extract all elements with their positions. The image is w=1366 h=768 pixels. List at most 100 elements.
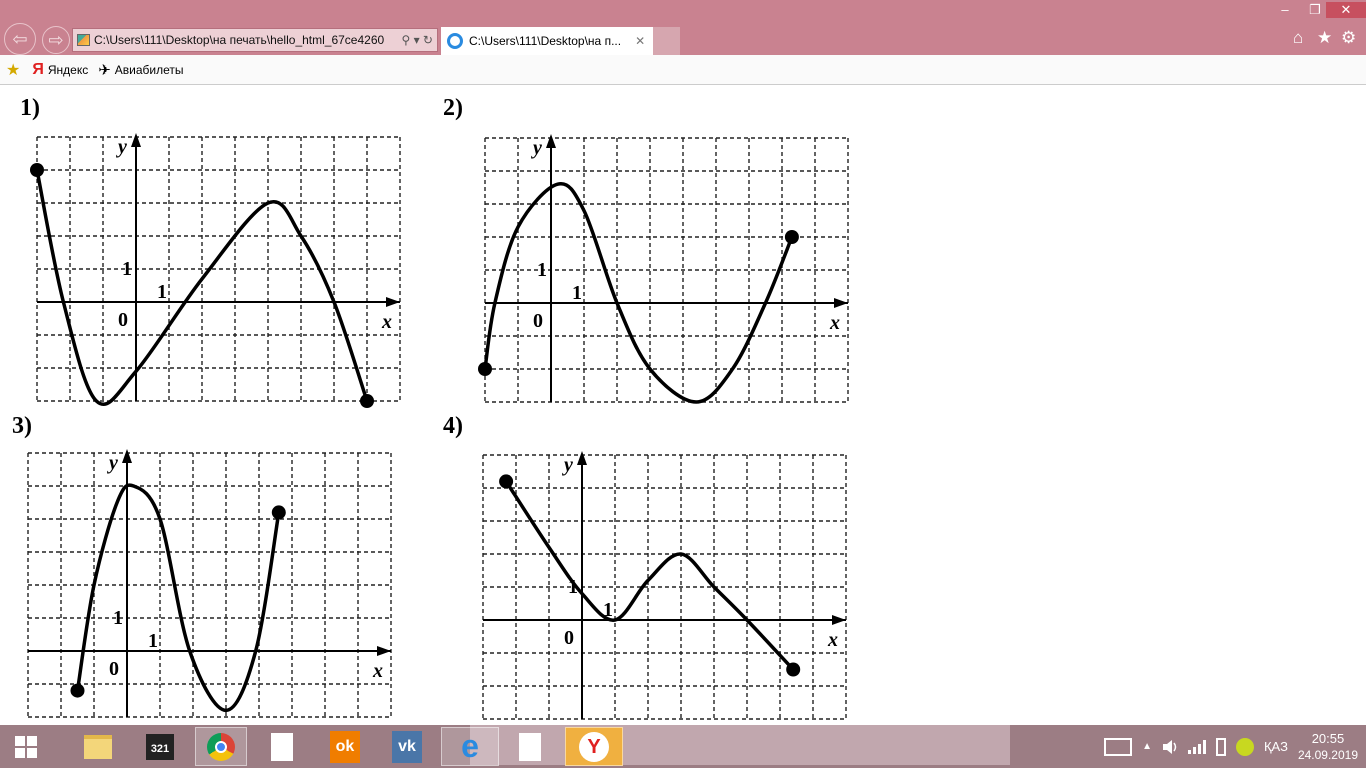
restore-button[interactable]: ❐ bbox=[1309, 2, 1321, 17]
image-file-icon bbox=[77, 34, 90, 46]
origin-label: 0 bbox=[118, 309, 128, 331]
language-indicator[interactable]: ҚАЗ bbox=[1263, 739, 1288, 754]
battery-icon[interactable] bbox=[1215, 737, 1226, 756]
file-icon bbox=[271, 732, 293, 761]
graph-number-label: 3) bbox=[12, 413, 32, 439]
function-curve bbox=[504, 480, 795, 671]
x-axis-arrow-icon bbox=[832, 615, 846, 625]
app-tray-icon[interactable] bbox=[1235, 737, 1254, 756]
ie-icon bbox=[447, 33, 463, 49]
address-text: C:\Users\111\Desktop\на печать\hello_htm… bbox=[94, 33, 385, 47]
y-axis-label: y bbox=[107, 452, 118, 474]
forward-button[interactable]: ⇨ bbox=[42, 26, 70, 54]
yandex-icon: Y bbox=[579, 731, 609, 762]
endpoint-dot bbox=[271, 505, 286, 520]
back-button[interactable]: ⇦ bbox=[4, 23, 36, 55]
y-axis-arrow-icon bbox=[131, 133, 141, 147]
graph-number-label: 2) bbox=[443, 95, 463, 121]
y-axis-arrow-icon bbox=[577, 451, 587, 465]
taskbar-thumbnails bbox=[470, 725, 1010, 765]
origin-label: 0 bbox=[564, 627, 574, 649]
file-button-2[interactable] bbox=[504, 727, 556, 766]
endpoint-dot bbox=[499, 474, 514, 489]
new-tab-button[interactable] bbox=[653, 27, 681, 55]
favorites-bar: ★ Я Яндекс ✈ Авиабилеты bbox=[0, 55, 1366, 85]
y-unit-label: 1 bbox=[537, 259, 547, 281]
function-curve bbox=[35, 169, 369, 406]
vk-icon: vk bbox=[392, 730, 422, 763]
arrow-right-icon: ⇨ bbox=[48, 30, 64, 50]
function-graph: y x 0 1 1 bbox=[27, 449, 392, 718]
y-unit-label: 1 bbox=[113, 607, 123, 629]
x-unit-label: 1 bbox=[148, 630, 158, 652]
file-button[interactable] bbox=[256, 727, 308, 766]
x-unit-label: 1 bbox=[603, 599, 613, 621]
folder-icon bbox=[84, 734, 112, 759]
favorite-yandex[interactable]: Яндекс bbox=[47, 62, 89, 77]
windows-icon bbox=[15, 735, 37, 758]
search-refresh-icons[interactable]: ⚲ ▾ ↻ bbox=[401, 33, 433, 47]
taskbar: 321 ok vk e Y ▲ ҚАЗ 20:55 24.09.2019 bbox=[0, 725, 1366, 768]
x-axis-label: x bbox=[372, 660, 383, 682]
x-axis-arrow-icon bbox=[834, 298, 848, 308]
tab-active[interactable]: C:\Users\111\Desktop\на п... ✕ bbox=[441, 27, 654, 55]
tab-strip: C:\Users\111\Desktop\на п... ✕ bbox=[441, 27, 681, 55]
internet-explorer-button[interactable]: e bbox=[441, 727, 499, 766]
close-window-button[interactable]: ✕ bbox=[1326, 2, 1366, 18]
add-favorite-star-icon[interactable]: ★ bbox=[6, 61, 21, 79]
file-explorer-button[interactable] bbox=[72, 727, 124, 766]
plane-icon: ✈ bbox=[98, 61, 111, 79]
signal-icon[interactable] bbox=[1187, 739, 1206, 754]
odnoklassniki-button[interactable]: ok bbox=[319, 727, 371, 766]
clock-time: 20:55 bbox=[1311, 730, 1345, 746]
x-unit-label: 1 bbox=[572, 282, 582, 304]
tray-expand-icon[interactable]: ▲ bbox=[1142, 741, 1152, 752]
file-icon bbox=[519, 732, 541, 761]
y-axis-arrow-icon bbox=[122, 449, 132, 463]
clock[interactable]: 20:55 24.09.2019 bbox=[1298, 731, 1358, 763]
x-axis-arrow-icon bbox=[386, 297, 400, 307]
address-bar[interactable]: C:\Users\111\Desktop\на печать\hello_htm… bbox=[72, 28, 438, 52]
gear-icon[interactable]: ⚙ bbox=[1341, 28, 1357, 47]
media-player-button[interactable]: 321 bbox=[134, 727, 186, 766]
endpoint-dot bbox=[786, 662, 801, 677]
ie-icon: e bbox=[461, 728, 479, 764]
keyboard-icon[interactable] bbox=[1104, 737, 1133, 756]
origin-label: 0 bbox=[533, 310, 543, 332]
volume-icon[interactable] bbox=[1162, 739, 1178, 755]
ok-icon: ok bbox=[330, 730, 360, 763]
y-unit-label: 1 bbox=[122, 258, 132, 280]
arrow-left-icon: ⇦ bbox=[12, 29, 28, 49]
endpoint-dot bbox=[478, 362, 492, 376]
home-icon[interactable]: ⌂ bbox=[1293, 28, 1304, 47]
system-tray: ▲ ҚАЗ 20:55 24.09.2019 bbox=[1104, 725, 1358, 768]
function-graph: y x 0 1 1 bbox=[30, 133, 401, 408]
chrome-icon bbox=[207, 732, 235, 761]
y-axis-label: y bbox=[531, 137, 542, 159]
y-axis-label: y bbox=[116, 136, 127, 158]
x-axis-arrow-icon bbox=[377, 646, 391, 656]
x-unit-label: 1 bbox=[157, 281, 167, 303]
windows-start-button[interactable] bbox=[0, 727, 52, 766]
favorite-aviabilety[interactable]: Авиабилеты bbox=[114, 62, 184, 77]
graph-number-label: 1) bbox=[20, 95, 40, 121]
y-unit-label: 1 bbox=[568, 576, 578, 598]
x-axis-label: x bbox=[827, 629, 838, 651]
yandex-browser-button[interactable]: Y bbox=[565, 727, 623, 766]
function-graph: y x 0 1 1 bbox=[478, 134, 849, 404]
x-axis-label: x bbox=[381, 311, 392, 333]
origin-label: 0 bbox=[109, 658, 119, 680]
minimize-button[interactable]: – bbox=[1281, 2, 1289, 17]
mpc-icon: 321 bbox=[146, 733, 174, 760]
tab-close-icon[interactable]: ✕ bbox=[635, 34, 646, 48]
function-graph: y x 0 1 1 bbox=[482, 451, 847, 720]
function-curve bbox=[483, 181, 794, 404]
browser-toolbar: – ❐ ✕ ⇦ ⇨ C:\Users\111\Desktop\на печать… bbox=[0, 0, 1366, 55]
y-axis-arrow-icon bbox=[546, 134, 556, 148]
vk-button[interactable]: vk bbox=[381, 727, 433, 766]
chrome-button[interactable] bbox=[195, 727, 247, 766]
endpoint-dot bbox=[30, 163, 44, 177]
favorites-star-icon[interactable]: ★ bbox=[1317, 28, 1333, 47]
clock-date: 24.09.2019 bbox=[1297, 747, 1358, 762]
x-axis-label: x bbox=[829, 312, 840, 334]
